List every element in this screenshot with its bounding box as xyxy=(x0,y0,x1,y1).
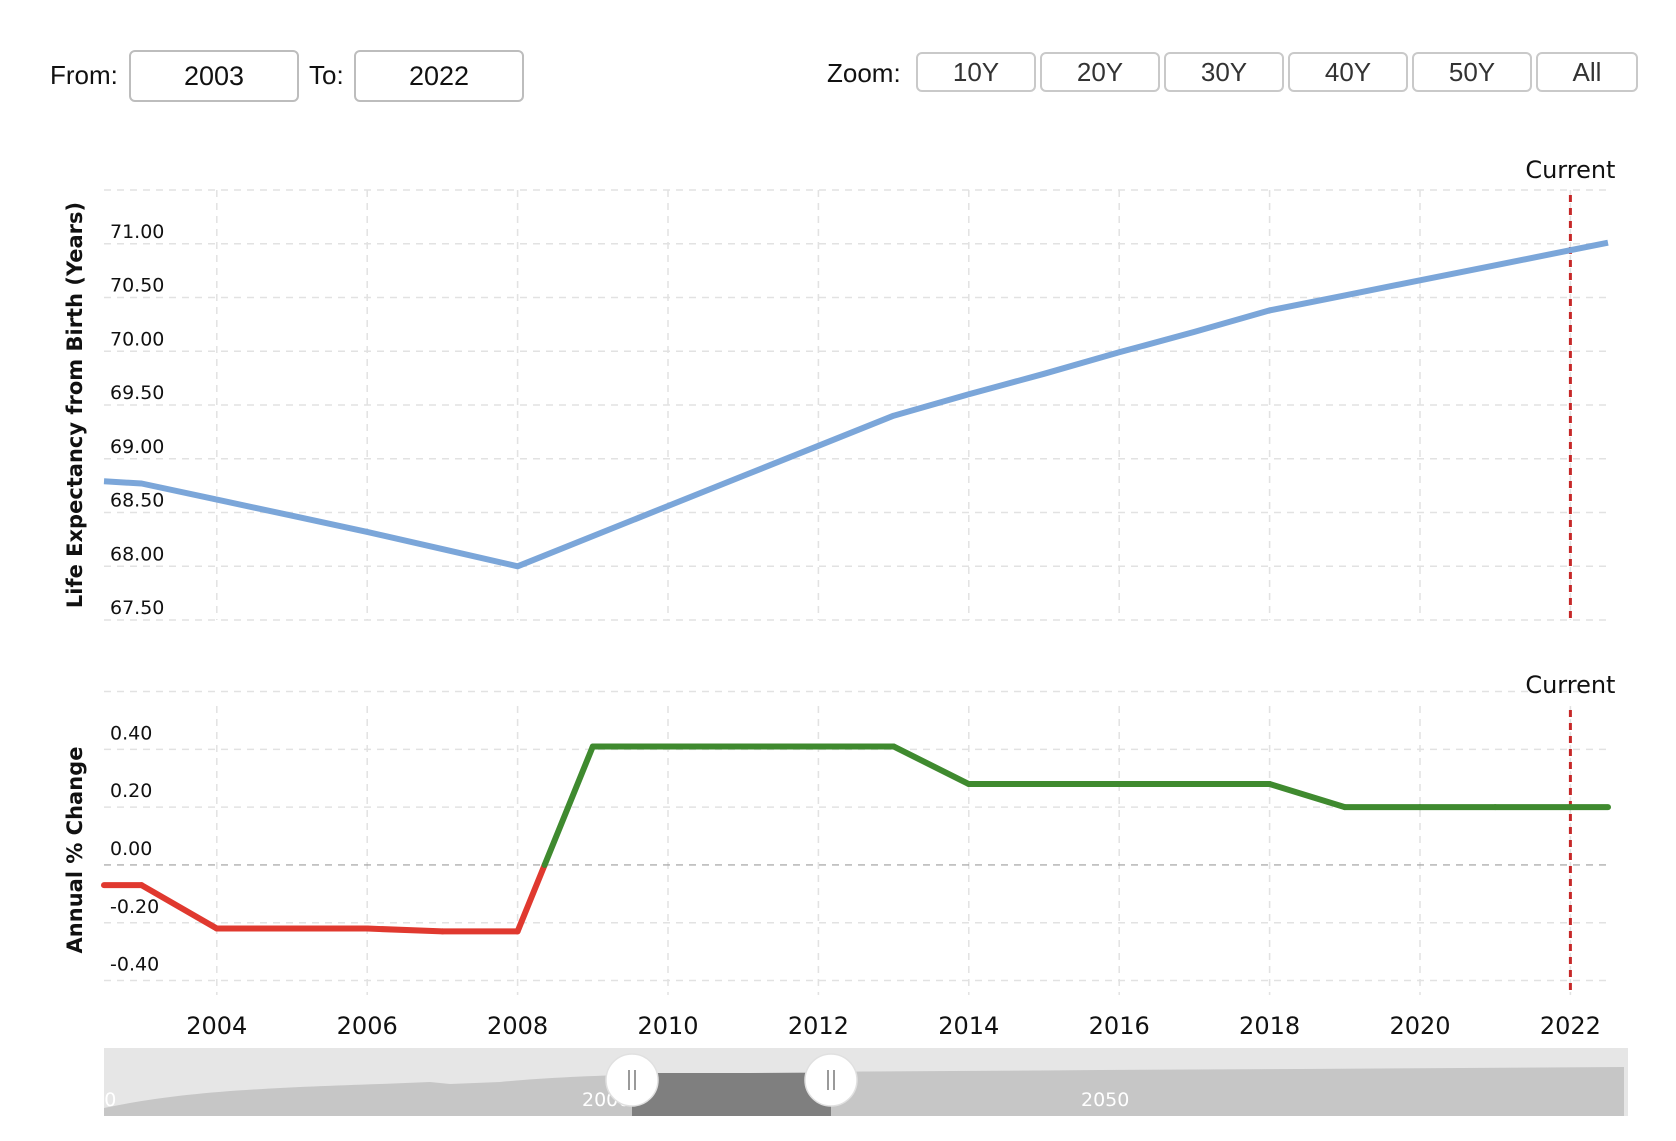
navigator-area xyxy=(104,1067,1624,1116)
bottom-current-label: Current xyxy=(1525,671,1615,699)
top-current-label: Current xyxy=(1525,156,1615,184)
top-chart-grid xyxy=(104,189,1608,621)
life-expectancy-point xyxy=(364,529,370,535)
life-expectancy-point xyxy=(1417,277,1423,283)
x-tick-label: 2018 xyxy=(1239,1012,1300,1040)
navigator-tick-label: 1950 xyxy=(68,1089,116,1111)
y-tick-label: 0.40 xyxy=(110,722,152,744)
y-tick-label: 70.00 xyxy=(110,328,164,350)
life-expectancy-point xyxy=(966,391,972,397)
life-expectancy-point xyxy=(1116,349,1122,355)
y-tick-label: 70.50 xyxy=(110,275,164,297)
bottom-chart-y-axis-label: Annual % Change xyxy=(63,747,87,954)
zoom-label: Zoom: xyxy=(827,58,901,88)
zoom-all-button[interactable]: All xyxy=(1536,52,1638,92)
life-expectancy-point xyxy=(1041,371,1047,377)
from-year-input[interactable]: 2003 xyxy=(129,50,299,102)
y-tick-label: -0.20 xyxy=(110,896,159,918)
zoom-10y-button[interactable]: 10Y xyxy=(916,52,1036,92)
life-expectancy-point xyxy=(891,413,897,419)
life-expectancy-line xyxy=(103,239,1609,570)
annual-change-series xyxy=(101,743,1611,935)
y-tick-label: -0.40 xyxy=(110,954,159,976)
life-expectancy-point xyxy=(439,546,445,552)
y-tick-label: 0.20 xyxy=(110,780,152,802)
y-tick-label: 69.50 xyxy=(110,382,164,404)
life-expectancy-point xyxy=(1342,292,1348,298)
y-tick-label: 68.00 xyxy=(110,543,164,565)
x-tick-label: 2004 xyxy=(186,1012,247,1040)
x-tick-label: 2006 xyxy=(337,1012,398,1040)
x-tick-label: 2008 xyxy=(487,1012,548,1040)
life-expectancy-point xyxy=(1492,262,1498,268)
bottom-chart-y-ticks: -0.40 -0.20 0.00 0.20 0.40 xyxy=(110,722,159,975)
y-tick-label: 71.00 xyxy=(110,221,164,243)
life-expectancy-point xyxy=(515,563,521,569)
to-year-input[interactable]: 2022 xyxy=(354,50,524,102)
life-expectancy-point xyxy=(665,503,671,509)
annual-change-segment xyxy=(364,925,446,935)
x-tick-label: 2020 xyxy=(1389,1012,1450,1040)
life-expectancy-point xyxy=(1191,329,1197,335)
life-expectancy-point xyxy=(1267,307,1273,313)
life-expectancy-point xyxy=(740,473,746,479)
annual-change-segment xyxy=(138,882,220,932)
x-tick-label: 2022 xyxy=(1540,1012,1601,1040)
annual-change-segment xyxy=(1266,781,1348,811)
life-expectancy-point xyxy=(289,513,295,519)
x-tick-label: 2012 xyxy=(788,1012,849,1040)
zoom-40y-button[interactable]: 40Y xyxy=(1288,52,1408,92)
y-tick-label: 69.00 xyxy=(110,436,164,458)
life-expectancy-series xyxy=(101,239,1611,570)
life-expectancy-point xyxy=(590,533,596,539)
life-expectancy-point xyxy=(815,443,821,449)
y-tick-label: 68.50 xyxy=(110,490,164,512)
x-axis-ticks: 2004 2006 2008 2010 2012 2014 2016 2018 2020 2022 xyxy=(186,1012,1601,1040)
top-chart-y-ticks: 67.50 68.00 68.50 69.00 69.50 70.00 70.50 71.00 xyxy=(110,221,164,619)
x-tick-label: 2010 xyxy=(637,1012,698,1040)
x-tick-label: 2016 xyxy=(1089,1012,1150,1040)
life-expectancy-point xyxy=(1567,247,1573,253)
y-tick-label: 0.00 xyxy=(110,838,152,860)
range-navigator[interactable]: 1950 2000 2050 xyxy=(68,1048,1628,1116)
to-label: To: xyxy=(309,60,344,90)
life-expectancy-point xyxy=(214,497,220,503)
from-label: From: xyxy=(50,60,118,90)
zoom-50y-button[interactable]: 50Y xyxy=(1412,52,1532,92)
life-expectancy-point xyxy=(1605,240,1611,246)
y-tick-label: 67.50 xyxy=(110,597,164,619)
annual-change-segment xyxy=(541,743,596,868)
navigator-left-handle[interactable] xyxy=(605,1053,659,1107)
zoom-30y-button[interactable]: 30Y xyxy=(1164,52,1284,92)
navigator-right-handle[interactable] xyxy=(804,1053,858,1107)
bottom-chart-grid xyxy=(104,690,1608,995)
life-expectancy-point xyxy=(139,480,145,486)
annual-change-segment xyxy=(890,743,972,788)
life-expectancy-point xyxy=(101,478,107,484)
navigator-selected-range[interactable] xyxy=(632,1073,831,1116)
zoom-20y-button[interactable]: 20Y xyxy=(1040,52,1160,92)
x-tick-label: 2014 xyxy=(938,1012,999,1040)
annual-change-segment xyxy=(514,861,548,935)
top-chart-y-axis-label: Life Expectancy from Birth (Years) xyxy=(63,202,87,608)
navigator-tick-label: 2050 xyxy=(1081,1089,1129,1111)
